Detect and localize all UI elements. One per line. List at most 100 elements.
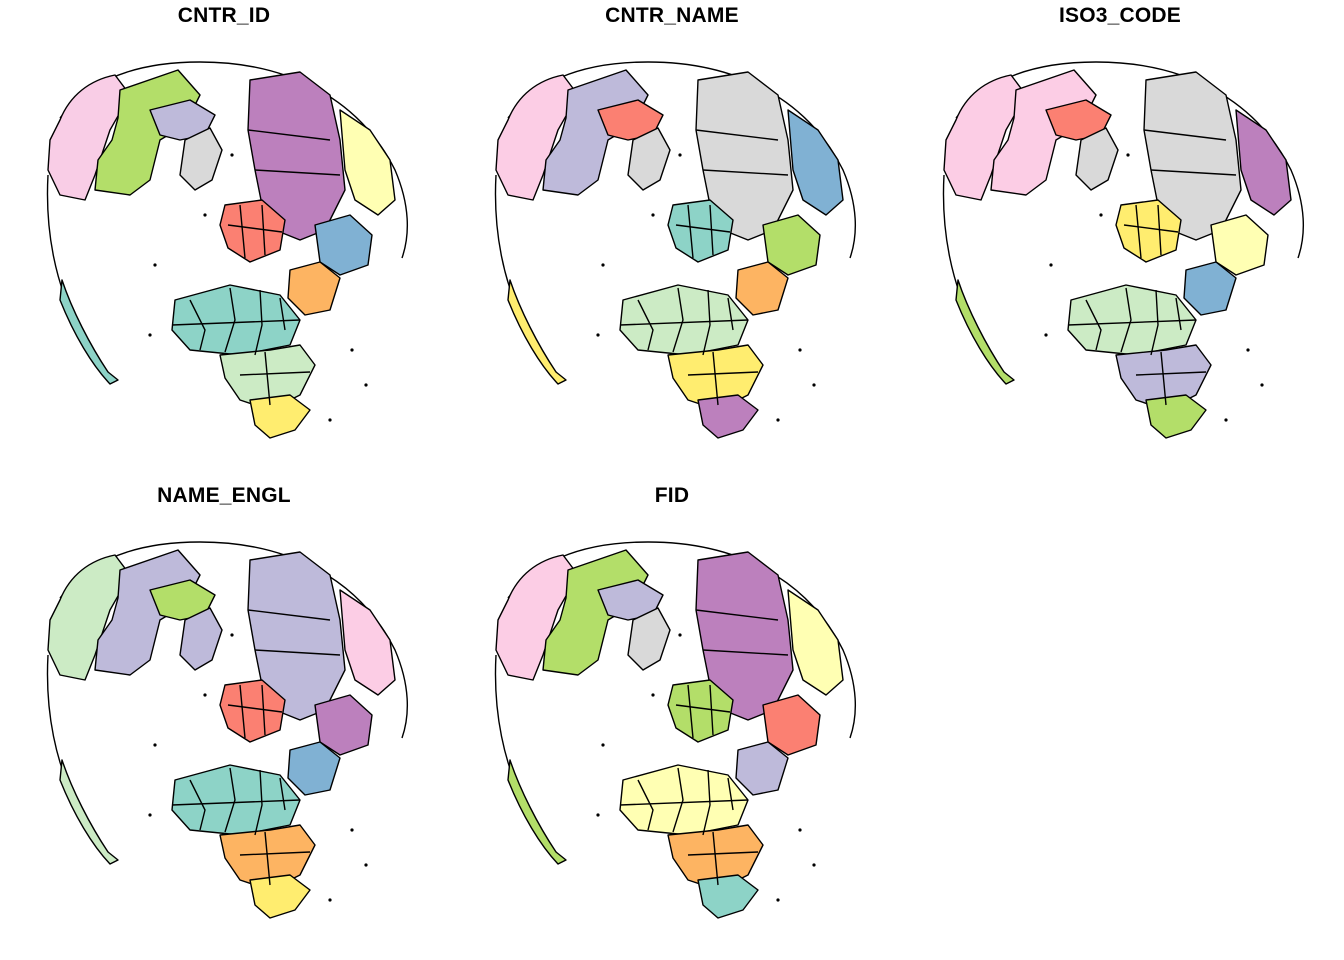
map-panel-fid: FID [448, 480, 896, 960]
country-border [1143, 129, 1227, 141]
region-south-africa [697, 394, 759, 439]
country-border [687, 684, 694, 739]
region-south-america [507, 759, 567, 865]
country-border [239, 204, 246, 259]
globe-map [942, 61, 1305, 439]
country-border [254, 289, 263, 356]
region-south-africa [697, 874, 759, 919]
region-east-asia [339, 109, 396, 216]
map-panel-cntr-id: CNTR_ID [0, 0, 448, 480]
island-marker [328, 418, 332, 422]
island-marker [230, 153, 234, 157]
panel-title: ISO3_CODE [1058, 4, 1181, 27]
region-south-africa [249, 394, 311, 439]
country-border [672, 287, 684, 353]
country-border [619, 319, 749, 326]
country-border [675, 224, 731, 233]
island-marker [596, 333, 600, 337]
region-europe [219, 679, 286, 743]
region-russia [1143, 71, 1242, 241]
country-border [687, 371, 759, 376]
island-marker [812, 383, 816, 387]
country-border [239, 371, 311, 376]
region-russia [695, 71, 794, 241]
region-greenland [1075, 127, 1119, 191]
island-marker [148, 813, 152, 817]
island-marker [153, 743, 157, 747]
country-border [254, 169, 341, 176]
country-border [672, 767, 684, 833]
region-middle-east [1183, 261, 1237, 316]
island-marker [596, 813, 600, 817]
island-marker [812, 863, 816, 867]
globe-map [46, 541, 409, 919]
country-border [687, 204, 694, 259]
globe-map [494, 541, 857, 919]
island-marker [651, 213, 655, 217]
panel-title: CNTR_ID [177, 4, 271, 27]
island-marker [1224, 418, 1228, 422]
americas-coastline [494, 174, 564, 383]
country-border [637, 779, 654, 831]
region-east-asia [339, 589, 396, 696]
region-canada [990, 69, 1097, 196]
region-russia [247, 551, 346, 721]
country-border [1067, 319, 1197, 326]
country-border [279, 777, 286, 811]
country-border [1150, 289, 1159, 356]
country-border [254, 769, 263, 836]
country-border [239, 851, 311, 856]
country-border [637, 299, 654, 351]
country-border [712, 351, 719, 406]
region-alaska [47, 554, 131, 681]
region-east-asia [787, 109, 844, 216]
region-north-africa [619, 764, 749, 836]
region-alaska [943, 74, 1027, 201]
island-marker [798, 828, 802, 832]
region-europe [1115, 199, 1182, 263]
country-border [1135, 204, 1142, 259]
panel-title: CNTR_NAME [605, 4, 739, 27]
island-marker [1126, 153, 1130, 157]
region-alaska [495, 554, 579, 681]
country-border [1085, 299, 1102, 351]
island-marker [1260, 383, 1264, 387]
country-border [1150, 169, 1237, 176]
island-marker [776, 898, 780, 902]
region-middle-east [287, 741, 341, 796]
region-south-america [59, 279, 119, 385]
map-panel-cntr-name: CNTR_NAME [448, 0, 896, 480]
country-border [702, 649, 789, 656]
region-europe [667, 199, 734, 263]
country-border [224, 767, 236, 833]
region-russia [247, 71, 346, 241]
island-marker [651, 693, 655, 697]
island-marker [203, 213, 207, 217]
country-border [189, 779, 206, 831]
island-marker [776, 418, 780, 422]
island-marker [1049, 263, 1053, 267]
island-marker [328, 898, 332, 902]
country-border [224, 287, 236, 353]
americas-coastline [942, 174, 1012, 383]
region-canada [94, 549, 201, 676]
americas-coastline [494, 654, 564, 863]
country-border [264, 831, 271, 886]
island-marker [350, 348, 354, 352]
panel-title: NAME_ENGL [157, 484, 291, 507]
country-border [1123, 224, 1179, 233]
region-europe [667, 679, 734, 743]
region-south-america [59, 759, 119, 865]
island-marker [203, 693, 207, 697]
country-border [709, 204, 714, 256]
island-marker [1246, 348, 1250, 352]
country-border [171, 799, 301, 806]
region-middle-east [287, 261, 341, 316]
country-border [1175, 297, 1182, 331]
country-border [227, 704, 283, 713]
country-border [695, 129, 779, 141]
island-marker [798, 348, 802, 352]
country-border [247, 609, 331, 621]
region-middle-east [735, 261, 789, 316]
map-panel-name-engl: NAME_ENGL [0, 480, 448, 960]
